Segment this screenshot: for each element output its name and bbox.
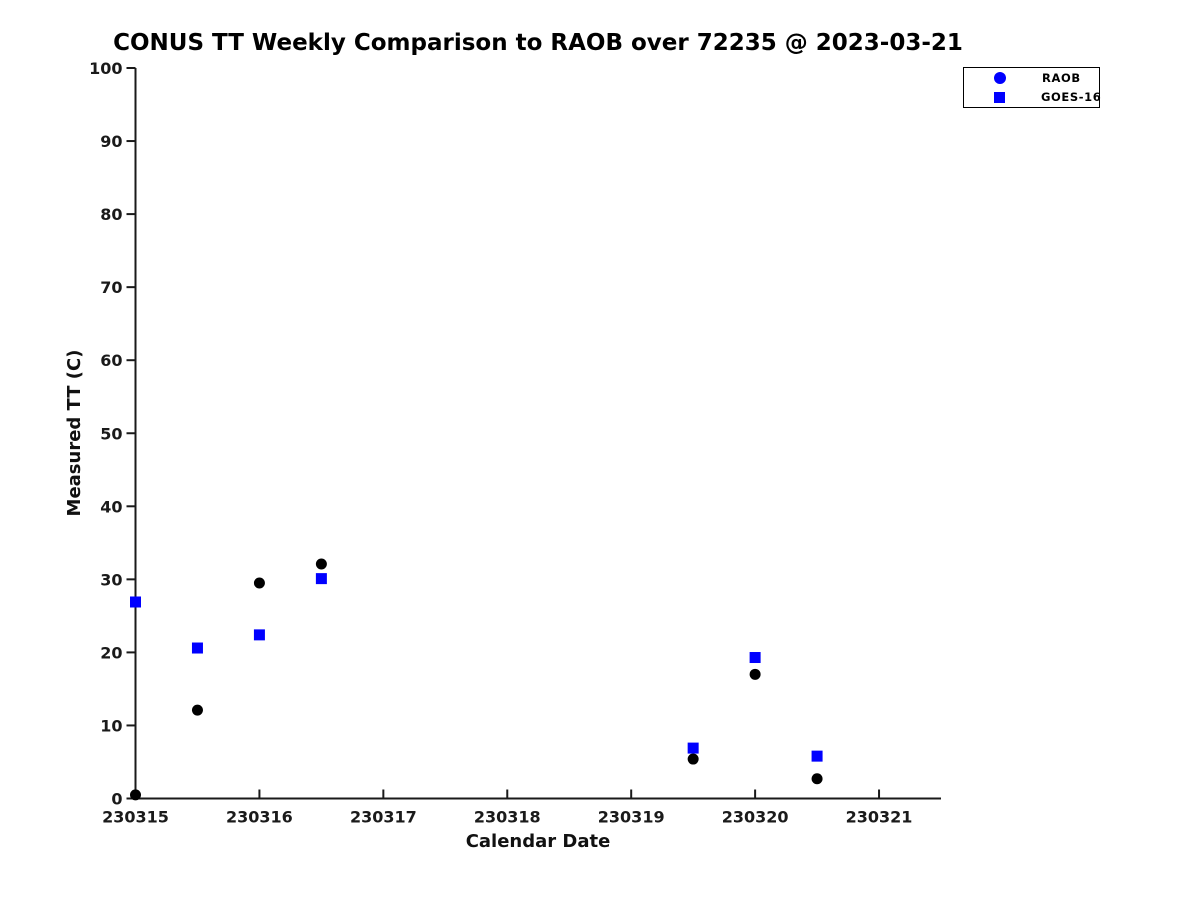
data-points: [130, 558, 823, 801]
chart-title: CONUS TT Weekly Comparison to RAOB over …: [113, 30, 963, 56]
x-axis-label: Calendar Date: [466, 831, 611, 852]
y-tick-label: 100: [89, 59, 122, 78]
data-point-raob: [749, 668, 761, 680]
legend-item-goes16: GOES-16: [964, 88, 1102, 107]
y-tick-label: 80: [100, 205, 122, 224]
x-tick-label: 230321: [846, 808, 913, 827]
y-tick-label: 50: [100, 424, 122, 443]
data-point-goes16: [315, 573, 327, 585]
x-tick-label: 230315: [102, 808, 169, 827]
y-tick-label: 10: [100, 716, 122, 735]
x-tick-label: 230319: [598, 808, 665, 827]
raob-circle-marker-icon: [994, 72, 1006, 84]
y-tick-label: 20: [100, 643, 122, 662]
data-point-goes16: [253, 629, 265, 641]
data-point-goes16: [749, 652, 761, 664]
data-point-raob: [253, 577, 265, 589]
y-tick-label: 40: [100, 497, 122, 516]
legend-label-goes16: GOES-16: [1041, 90, 1102, 104]
data-point-goes16: [191, 642, 203, 654]
legend: RAOB GOES-16: [963, 67, 1102, 108]
data-point-goes16: [687, 742, 699, 754]
x-tick-label: 230316: [226, 808, 293, 827]
legend-item-raob: RAOB: [964, 69, 1099, 88]
data-point-goes16: [811, 750, 823, 762]
data-point-raob: [315, 558, 327, 570]
x-tick-label: 230318: [474, 808, 541, 827]
data-point-goes16: [130, 596, 141, 608]
x-tick-label: 230320: [722, 808, 789, 827]
y-tick-label: 60: [100, 351, 122, 370]
y-tick-label: 0: [111, 790, 122, 809]
x-tick-label: 230317: [350, 808, 417, 827]
y-tick-label: 30: [100, 570, 122, 589]
axes: 230315 230316 230317 230318 230319 230320 2303…: [89, 59, 941, 827]
data-point-raob: [811, 773, 823, 785]
data-point-raob: [191, 704, 203, 716]
y-axis-label: Measured TT (C): [64, 350, 85, 517]
legend-label-raob: RAOB: [1042, 71, 1081, 85]
y-tick-label: 90: [100, 132, 122, 151]
data-point-raob: [687, 753, 699, 765]
goes16-square-marker-icon: [994, 91, 1005, 103]
data-point-raob: [130, 789, 141, 801]
y-tick-label: 70: [100, 278, 122, 297]
